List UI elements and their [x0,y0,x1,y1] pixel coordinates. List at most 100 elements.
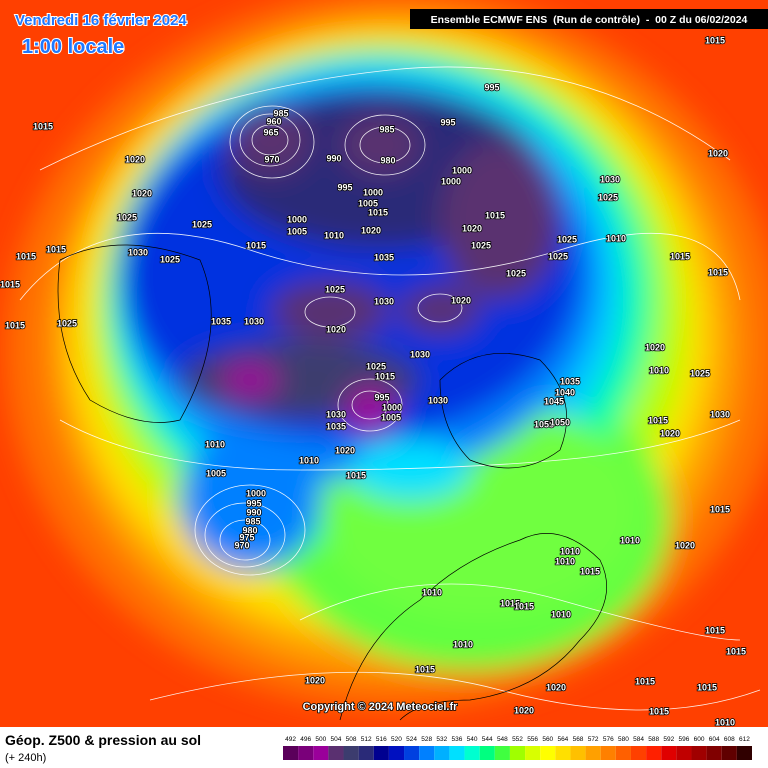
colorbar-swatch [404,746,420,760]
colorbar-label: 536 [452,736,463,743]
colorbar-swatch [661,746,677,760]
isobar-label: 1025 [366,361,386,371]
isobar-label: 975 [239,532,254,542]
colorbar-label: 548 [497,736,508,743]
colorbar-swatch [615,746,631,760]
isobar-label: 1010 [324,230,344,240]
isobar-label: 1000 [246,488,266,498]
isobar-label: 1030 [428,395,448,405]
isobar-label: 1010 [606,233,626,243]
colorbar-swatch [676,746,692,760]
isobar-label: 1030 [710,409,730,419]
isobar-label: 1015 [375,371,395,381]
colorbar-label: 500 [315,736,326,743]
isobar-label: 995 [440,117,455,127]
isobar-label: 1015 [46,244,66,254]
footer-title: Géop. Z500 & pression au sol [5,732,201,748]
model: Ensemble ECMWF ENS (Run de contrôle) - 0… [431,14,748,26]
isobar-label: 1015 [726,646,746,656]
colorbar-label: 592 [663,736,674,743]
isobar-labels: 1015995985960965970985980995990100010009… [0,35,747,727]
isobar-label: 1020 [462,223,482,233]
colorbar-label: 504 [331,736,342,743]
isobar-label: 1010 [715,717,735,727]
isobar-label: 1015 [16,251,36,261]
isobar-label: 1030 [244,316,264,326]
isobar-label: 1005 [287,226,307,236]
isobar-label: 1010 [649,365,669,375]
isobar-label: 1005 [358,198,378,208]
colorbar-label: 568 [573,736,584,743]
colorbar-swatch [328,746,344,760]
isobar-label: 1045 [544,396,564,406]
isobar-label: 995 [484,82,499,92]
isobar-label: 1015 [485,210,505,220]
isobar-label: 1015 [368,207,388,217]
isobar-label: 1005 [206,468,226,478]
isobar-label: 1035 [326,421,346,431]
isobar-label: 1000 [452,165,472,175]
isobar-label: 1000 [287,214,307,224]
isobar-label: 1015 [500,598,520,608]
isobar-label: 1015 [635,676,655,686]
time: 1:00 locale [22,36,124,58]
colorbar-swatch [630,746,647,760]
colorbar-swatch [525,746,541,760]
isobar-label: 1030 [128,247,148,257]
isobar-label: 1040 [555,387,575,397]
isobar-label: 1015 [670,251,690,261]
colorbar-swatch [358,746,374,760]
isobar-label: 1025 [117,212,137,222]
colorbar-swatch [419,746,435,760]
isobar-label: 1020 [132,188,152,198]
isobar-label: 1025 [160,254,180,264]
isobar-label: 1000 [441,176,461,186]
colorbar-swatch [540,746,556,760]
isobar-label: 1000 [363,187,383,197]
colorbar-swatch [494,746,510,760]
isobar-label: 1020 [125,154,145,164]
copyright: Copyright © 2024 Meteociel.fr [303,701,459,713]
isobar-label: 995 [337,182,352,192]
isobar-label: 1020 [546,682,566,692]
isobar-label: 1025 [557,234,577,244]
isobar-label: 1030 [600,174,620,184]
isobar-label: 965 [263,127,278,137]
colorbar-label: 604 [709,736,720,743]
isobar-label: 1010 [551,609,571,619]
colorbar-swatch [555,746,571,760]
isobar-label: 1030 [374,296,394,306]
colorbar-label: 588 [648,736,659,743]
isobar-label: 985 [273,108,288,118]
colorbar-label: 612 [739,736,750,743]
isobar-label: 1025 [471,240,491,250]
isobar-label: 1010 [205,439,225,449]
colorbar-label: 512 [361,736,372,743]
colorbar-label: 600 [694,736,705,743]
isobar-label: 1035 [374,252,394,262]
isobar-label: 1035 [211,316,231,326]
colorbar-swatch [585,746,601,760]
isobar-label: 1050 [550,417,570,427]
colorbar-swatch [373,746,389,760]
isobar-label: 985 [379,124,394,134]
isobar-label: 970 [264,154,279,164]
isobar-label: 1025 [506,268,526,278]
isobar-label: 1010 [560,546,580,556]
isobar-label: 1015 [710,504,730,514]
isobar-label: 985 [245,516,260,526]
isobar-label: 1015 [705,625,725,635]
lead-time: (+ 240h) [5,752,46,764]
isobar-label: 1015 [649,706,669,716]
isobar-label: 1020 [708,148,728,158]
isobar-label: 1020 [451,295,471,305]
isobar-label: 1010 [299,455,319,465]
colorbar-swatch [721,746,737,760]
isobar-label: 995 [374,392,389,402]
isobar-label: 1025 [325,284,345,294]
isobar-label: 1015 [415,664,435,674]
isobar-label: 1025 [690,368,710,378]
colorbar-label: 508 [346,736,357,743]
isobar-label: 1015 [246,240,266,250]
colorbar-swatch [570,746,586,760]
